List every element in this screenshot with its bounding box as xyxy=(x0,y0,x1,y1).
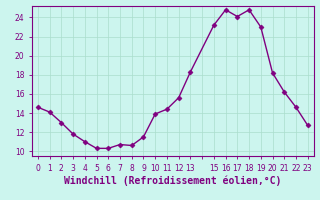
X-axis label: Windchill (Refroidissement éolien,°C): Windchill (Refroidissement éolien,°C) xyxy=(64,175,282,186)
